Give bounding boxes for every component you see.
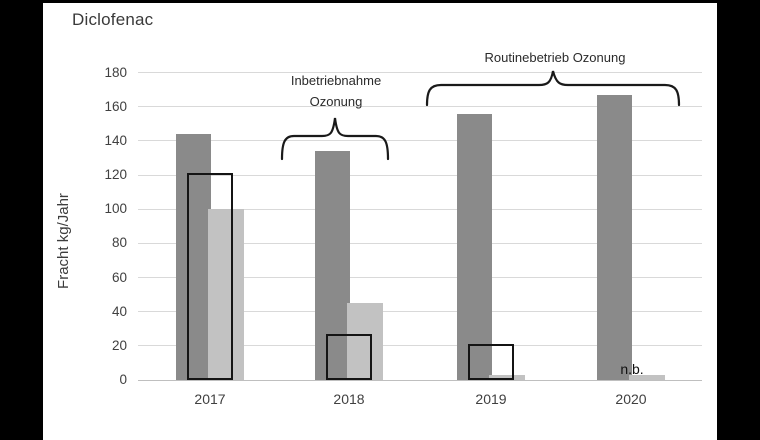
y-tick-label: 160 (104, 98, 127, 114)
gridline (138, 311, 702, 313)
gridline (138, 106, 702, 108)
annotation-routinebetrieb-ozonung: Routinebetrieb Ozonung (484, 50, 626, 65)
gridline (138, 174, 702, 176)
x-tick-label-2019: 2019 (475, 391, 507, 407)
bar-dark-gray-2018 (315, 151, 350, 380)
bar-outline-2018 (326, 333, 372, 380)
bar-light-gray-2020 (629, 374, 665, 380)
x-tick-label-2018: 2018 (333, 391, 365, 407)
annotation-inbetriebnahme-ozonung: Inbetriebnahme Ozonung (290, 73, 382, 109)
y-tick-label: 100 (104, 201, 127, 217)
brace-routinebetrieb (425, 70, 681, 107)
bar-light-gray-2019 (489, 374, 525, 380)
y-tick-label: 120 (104, 167, 127, 182)
y-tick-label: 20 (111, 337, 127, 353)
brace-inbetriebnahme (280, 117, 390, 161)
x-tick-label-2017: 2017 (194, 391, 226, 407)
frame-top-border (0, 0, 760, 3)
x-axis-line (138, 379, 702, 381)
frame-left-border (0, 0, 43, 440)
bar-outline-2019 (468, 344, 514, 380)
gridline (138, 72, 702, 73)
y-tick-label: 80 (111, 235, 127, 251)
y-tick-label: 180 (104, 64, 127, 80)
gridline (138, 345, 702, 347)
bar-light-gray-2018 (347, 303, 383, 380)
bar-light-gray-2017 (208, 209, 244, 380)
y-tick-label: 0 (119, 372, 127, 387)
bar-outline-2017 (187, 173, 233, 380)
y-tick-label: 140 (104, 132, 127, 148)
gridline (138, 242, 702, 244)
gridline (138, 140, 702, 142)
gridline (138, 208, 702, 210)
gridline (138, 277, 702, 278)
not-determined-label: n.b. (620, 361, 644, 377)
bar-dark-gray-2020 (597, 94, 632, 380)
y-tick-label: 60 (111, 269, 127, 285)
frame-right-border (717, 0, 760, 440)
x-tick-label-2020: 2020 (615, 391, 647, 407)
bar-dark-gray-2019 (457, 113, 492, 380)
chart-title: Diclofenac (72, 10, 154, 29)
y-tick-label: 40 (111, 303, 127, 319)
